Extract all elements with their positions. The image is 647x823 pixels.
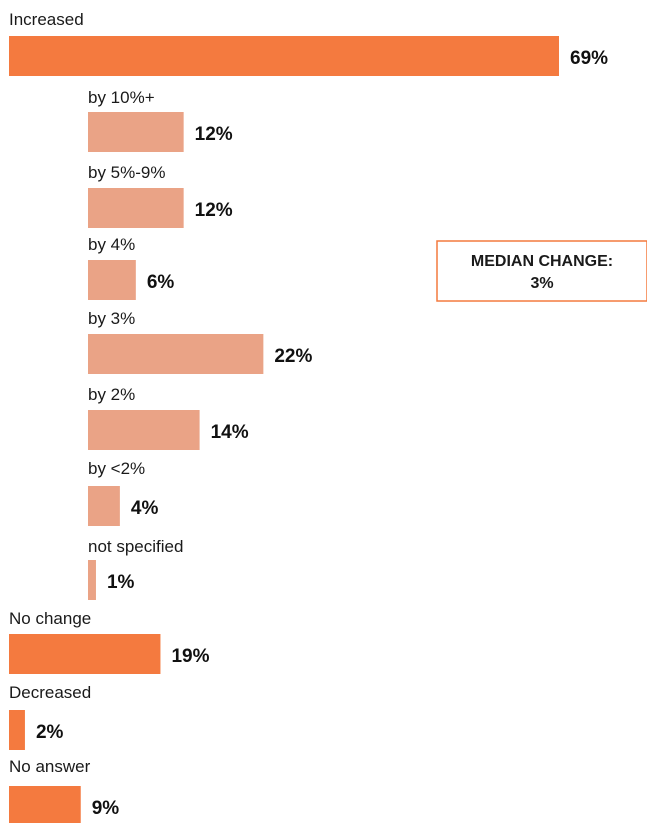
category-label: by 4%	[88, 235, 135, 254]
median-change-value: 3%	[530, 275, 553, 292]
value-label: 19%	[171, 646, 209, 667]
bar	[9, 634, 161, 674]
bar-row: by 10%+ 12%	[88, 88, 233, 152]
category-label: by 2%	[88, 385, 135, 404]
category-label: not specified	[88, 537, 183, 556]
category-label: No answer	[9, 757, 91, 776]
value-label: 4%	[131, 498, 159, 519]
bars-group: Increased 69% by 10%+ 12% by 5%-9% 12% by 4% 6%…	[9, 10, 608, 823]
value-label: 6%	[147, 272, 175, 293]
bar-row: by 2% 14%	[88, 385, 249, 450]
median-change-callout: MEDIAN CHANGE: 3%	[436, 240, 647, 302]
bar	[88, 260, 136, 300]
category-label: by 5%-9%	[88, 163, 165, 182]
bar-row: by 4% 6%	[88, 235, 174, 300]
bar	[9, 786, 81, 823]
bar-row: by 3% 22%	[88, 309, 312, 374]
bar-row: by 5%-9% 12%	[88, 163, 233, 228]
median-change-box	[436, 240, 647, 302]
category-label: Decreased	[9, 683, 91, 702]
bar	[9, 36, 559, 76]
bar-row: Decreased 2%	[9, 683, 91, 750]
bar-row: by <2% 4%	[88, 459, 158, 526]
bar	[9, 710, 25, 750]
category-label: by 3%	[88, 309, 135, 328]
bar-row: Increased 69%	[9, 10, 608, 76]
bar	[88, 486, 120, 526]
value-label: 9%	[92, 798, 120, 819]
value-label: 69%	[570, 48, 608, 69]
median-change-label: MEDIAN CHANGE:	[471, 253, 613, 270]
bar-row: not specified 1%	[88, 537, 183, 600]
value-label: 22%	[274, 346, 312, 367]
value-label: 1%	[107, 572, 135, 593]
category-label: Increased	[9, 10, 84, 29]
bar	[88, 560, 96, 600]
bar	[88, 334, 264, 374]
bar	[88, 112, 184, 152]
bar-row: No change 19%	[9, 609, 210, 674]
bar	[88, 188, 184, 228]
category-label: by 10%+	[88, 88, 155, 107]
value-label: 2%	[36, 722, 64, 743]
value-label: 12%	[195, 200, 233, 221]
value-label: 12%	[195, 124, 233, 145]
bar	[88, 410, 200, 450]
bar-row: No answer 9%	[9, 757, 119, 823]
category-label: by <2%	[88, 459, 145, 478]
value-label: 14%	[211, 422, 249, 443]
category-label: No change	[9, 609, 91, 628]
